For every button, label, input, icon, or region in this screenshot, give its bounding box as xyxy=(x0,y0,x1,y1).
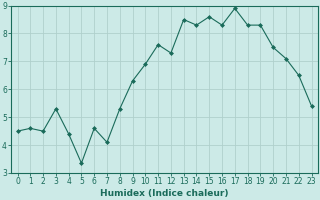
X-axis label: Humidex (Indice chaleur): Humidex (Indice chaleur) xyxy=(100,189,229,198)
